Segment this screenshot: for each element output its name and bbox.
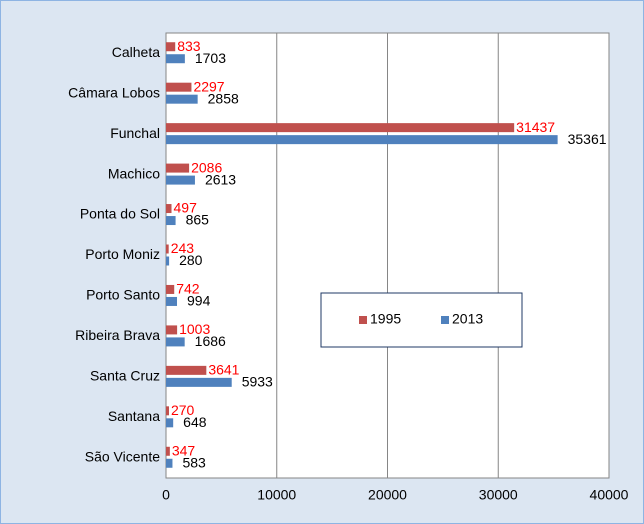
x-tick-label: 40000 bbox=[590, 487, 629, 503]
bar bbox=[166, 377, 232, 387]
x-tick-label: 10000 bbox=[257, 487, 296, 503]
bar bbox=[166, 458, 173, 468]
plot-border bbox=[165, 32, 610, 479]
legend-box bbox=[320, 292, 523, 348]
data-label: 5933 bbox=[242, 374, 273, 390]
data-label: 583 bbox=[182, 454, 206, 470]
bar bbox=[166, 365, 207, 375]
data-label: 2297 bbox=[193, 78, 224, 94]
x-tick-label: 20000 bbox=[368, 487, 407, 503]
y-tick-label: Ribeira Brava bbox=[75, 327, 160, 343]
bar bbox=[166, 244, 169, 254]
data-label: 865 bbox=[186, 212, 210, 228]
data-label: 3641 bbox=[208, 362, 239, 378]
bar bbox=[166, 337, 185, 347]
y-tick-label: Ponta do Sol bbox=[80, 206, 160, 222]
y-tick-label: Câmara Lobos bbox=[68, 84, 160, 100]
y-tick-label: Porto Moniz bbox=[85, 246, 160, 262]
bar bbox=[166, 123, 515, 133]
data-label: 31437 bbox=[516, 119, 555, 135]
data-label: 35361 bbox=[568, 131, 607, 147]
y-tick-label: Funchal bbox=[110, 125, 160, 141]
y-tick-label: Santa Cruz bbox=[90, 368, 160, 384]
y-tick-label: São Vicente bbox=[85, 448, 160, 464]
bar bbox=[166, 284, 175, 294]
y-tick-label: Machico bbox=[108, 165, 160, 181]
legend-label: 1995 bbox=[370, 311, 401, 327]
bar bbox=[166, 42, 176, 52]
data-label: 243 bbox=[171, 240, 195, 256]
bar bbox=[166, 94, 198, 104]
data-label: 1003 bbox=[179, 321, 210, 337]
data-label: 270 bbox=[171, 402, 195, 418]
y-tick-label: Santana bbox=[108, 408, 160, 424]
data-label: 1686 bbox=[195, 333, 226, 349]
bar bbox=[166, 256, 170, 266]
data-label: 497 bbox=[174, 200, 198, 216]
bar bbox=[166, 163, 190, 173]
data-label: 2613 bbox=[205, 171, 236, 187]
legend-swatch bbox=[441, 316, 449, 324]
bar bbox=[166, 418, 174, 428]
x-tick-label: 0 bbox=[162, 487, 170, 503]
bar bbox=[166, 175, 195, 185]
data-label: 648 bbox=[183, 414, 207, 430]
data-label: 994 bbox=[187, 293, 211, 309]
y-tick-label: Porto Santo bbox=[86, 287, 160, 303]
y-tick-label: Calheta bbox=[112, 44, 160, 60]
bar bbox=[166, 296, 178, 306]
bar bbox=[166, 406, 169, 416]
bar bbox=[166, 135, 558, 145]
bar bbox=[166, 216, 176, 226]
bar bbox=[166, 54, 185, 64]
data-label: 1703 bbox=[195, 50, 226, 66]
data-label: 280 bbox=[179, 252, 203, 268]
x-tick-label: 30000 bbox=[479, 487, 518, 503]
bar bbox=[166, 325, 178, 335]
legend-swatch bbox=[359, 316, 367, 324]
data-label: 2086 bbox=[191, 159, 222, 175]
bar bbox=[166, 446, 170, 456]
data-label: 742 bbox=[176, 281, 200, 297]
bar bbox=[166, 82, 192, 92]
bar bbox=[166, 204, 172, 214]
data-label: 347 bbox=[172, 442, 196, 458]
legend-label: 2013 bbox=[452, 311, 483, 327]
data-label: 2858 bbox=[208, 90, 239, 106]
data-label: 833 bbox=[177, 38, 201, 54]
